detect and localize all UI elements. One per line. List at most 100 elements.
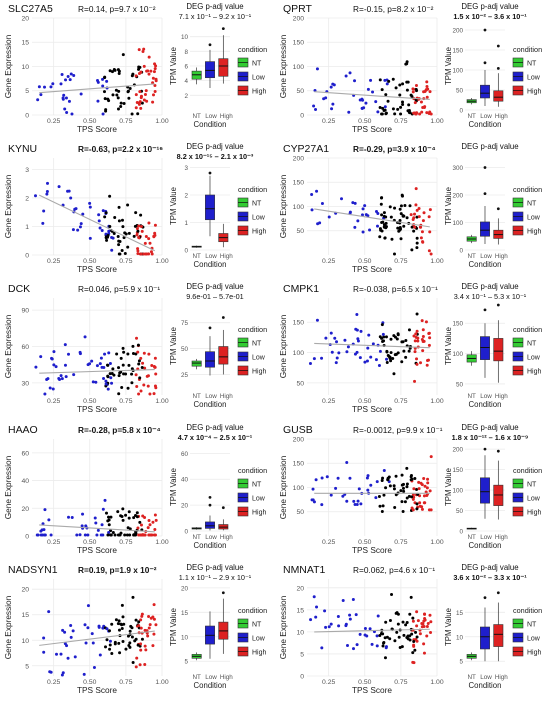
data-point xyxy=(421,328,425,332)
outlier-point xyxy=(483,596,487,599)
data-point xyxy=(422,642,426,646)
data-point xyxy=(412,639,416,643)
data-point xyxy=(414,98,418,102)
data-point xyxy=(401,486,405,490)
data-point xyxy=(113,68,117,72)
data-point xyxy=(334,486,338,490)
data-point xyxy=(415,215,419,219)
data-point xyxy=(86,533,90,537)
box-title: DEG p-adj value xyxy=(186,282,243,291)
data-point xyxy=(139,106,143,110)
x-tick-label: 1.00 xyxy=(155,118,168,125)
data-point xyxy=(380,323,384,327)
y-tick-label: 3 xyxy=(25,167,29,174)
data-point xyxy=(391,77,395,81)
data-point xyxy=(34,365,38,369)
data-point xyxy=(320,357,324,361)
data-point xyxy=(405,484,409,488)
data-point xyxy=(126,387,130,391)
box-y-axis-label: TPM Value xyxy=(169,47,178,85)
box-x-axis-label: Condition xyxy=(194,400,227,409)
x-tick-label: 0.25 xyxy=(47,539,60,546)
data-point xyxy=(83,335,87,339)
x-tick-label: 0.25 xyxy=(47,258,60,265)
data-point xyxy=(95,533,99,537)
data-point xyxy=(106,234,110,238)
outlier-point xyxy=(496,304,500,307)
legend: condition NT Low High xyxy=(512,466,542,516)
x-tick-label: 0.50 xyxy=(358,679,371,686)
data-point xyxy=(414,87,418,91)
legend-title: condition xyxy=(513,466,542,475)
data-point xyxy=(154,79,158,83)
data-point xyxy=(383,656,387,660)
data-point xyxy=(130,381,134,385)
data-point xyxy=(415,487,419,491)
x-tick-label: 0.75 xyxy=(119,258,132,265)
y-tick-label: 5 xyxy=(25,88,29,95)
data-point xyxy=(420,507,424,511)
data-point xyxy=(63,107,67,111)
y-tick-label: 150 xyxy=(453,47,464,54)
data-point xyxy=(119,101,123,105)
y-tick-label: 150 xyxy=(293,180,305,187)
outlier-point xyxy=(483,28,487,32)
padj-text: 3.6 x 10⁻² – 3.3 x 10⁻¹ xyxy=(453,573,527,582)
data-point xyxy=(424,88,428,92)
data-point xyxy=(139,213,143,217)
y-axis-label: Gene Expression xyxy=(278,595,288,659)
x-tick-label: Low xyxy=(480,393,492,400)
y-tick-label: 2 xyxy=(184,93,188,100)
data-point xyxy=(114,618,118,622)
data-point xyxy=(51,82,55,86)
y-tick-label: 100 xyxy=(293,350,305,357)
data-point xyxy=(110,236,114,240)
x-tick-label: 0.25 xyxy=(322,118,335,125)
data-point xyxy=(139,70,143,74)
data-point xyxy=(45,192,49,196)
data-point xyxy=(402,489,406,493)
data-point xyxy=(413,339,417,343)
y-tick-label: 200 xyxy=(293,156,305,163)
padj-text: 4.7 x 10⁻⁴ – 2.5 x 10⁻¹ xyxy=(178,433,253,442)
data-point xyxy=(425,634,429,638)
data-point xyxy=(345,460,349,464)
data-point xyxy=(421,106,425,110)
y-tick-label: 200 xyxy=(453,27,464,34)
data-point xyxy=(422,619,426,623)
data-point xyxy=(393,112,397,116)
data-point xyxy=(98,362,102,366)
data-point xyxy=(411,87,415,91)
data-point xyxy=(153,234,157,238)
legend-label-high: High xyxy=(527,369,541,376)
box-title: DEG p-adj value xyxy=(461,2,518,11)
data-point xyxy=(398,207,402,211)
data-point xyxy=(420,230,424,234)
data-point xyxy=(423,616,427,620)
box-y-axis-label: TPM Value xyxy=(444,47,453,85)
data-point xyxy=(147,533,151,537)
data-point xyxy=(69,196,73,200)
gene-name: CMPK1 xyxy=(283,284,319,295)
data-point xyxy=(139,648,143,652)
legend: condition NT Low High xyxy=(237,606,267,656)
data-point xyxy=(124,372,128,376)
data-point xyxy=(376,614,380,618)
panel-gusb: GUSB R=-0.0012, p=9.9 x 10⁻¹ 50 100 150 200 0.… xyxy=(278,423,542,555)
data-point xyxy=(387,475,391,479)
legend-label-nt: NT xyxy=(252,60,262,67)
y-tick-label: 150 xyxy=(453,321,464,328)
data-point xyxy=(41,222,45,226)
x-tick-label: NT xyxy=(467,113,476,120)
data-point xyxy=(108,362,112,366)
data-point xyxy=(355,313,359,317)
data-point xyxy=(136,249,140,253)
data-point xyxy=(385,82,389,86)
data-point xyxy=(402,633,406,637)
data-point xyxy=(147,252,151,256)
box-title: DEG p-adj value xyxy=(461,142,518,151)
data-point xyxy=(110,651,114,655)
x-tick-label: 0.25 xyxy=(322,258,335,265)
legend-title: condition xyxy=(238,325,267,334)
